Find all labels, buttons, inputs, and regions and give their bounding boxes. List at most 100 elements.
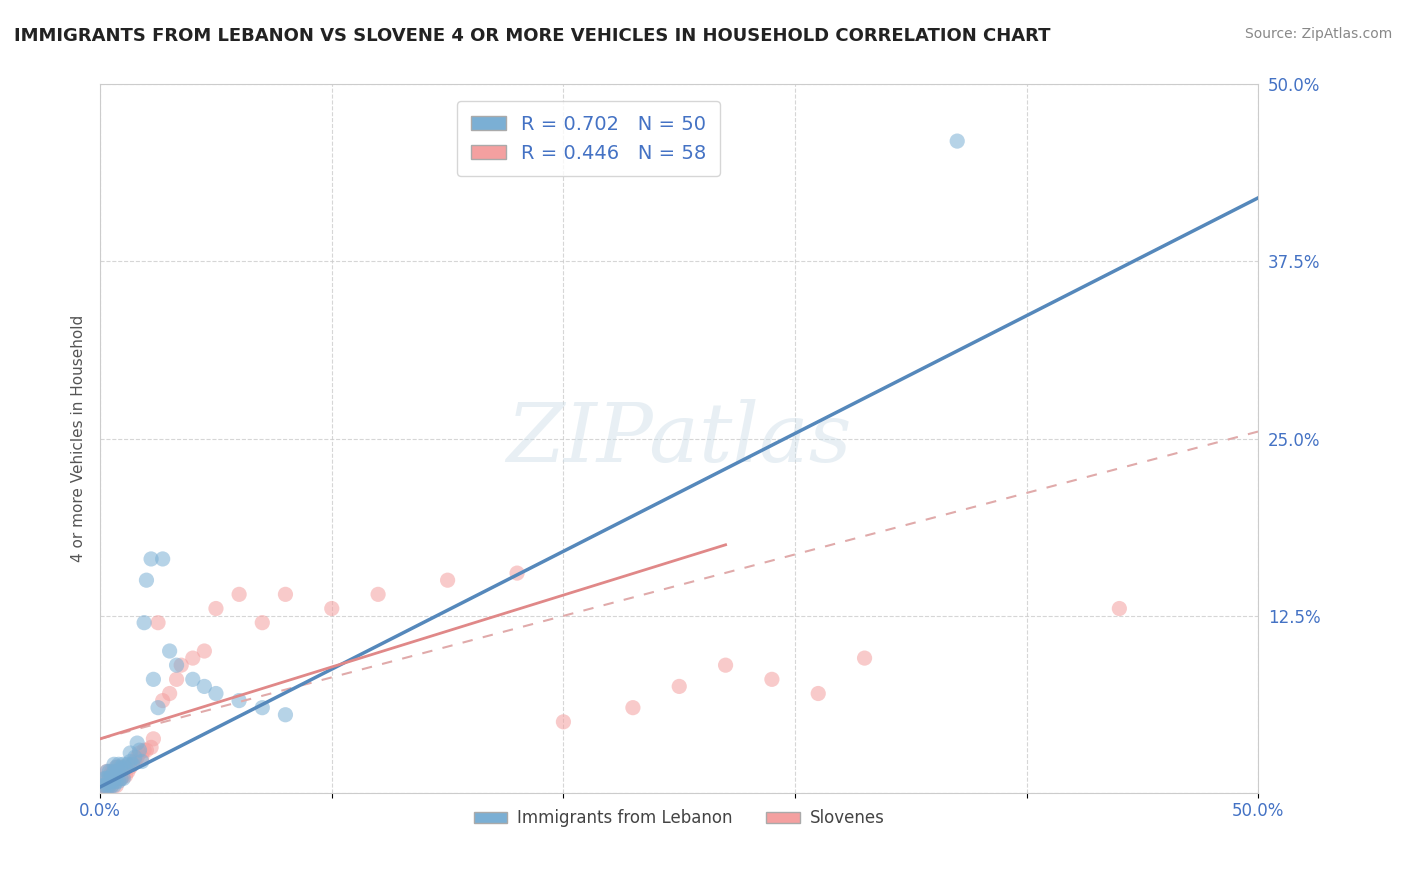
Point [98,779,121,793]
Point [107,764,129,779]
Point [139,552,162,566]
Point [96,764,118,779]
Point [166,673,188,687]
Point [107,757,129,772]
Point [117,764,139,779]
Point [506,566,529,580]
Point [96,774,118,789]
Point [124,755,146,769]
Point [135,573,157,587]
Legend: Immigrants from Lebanon, Slovenes: Immigrants from Lebanon, Slovenes [467,803,891,834]
Point [181,673,204,687]
Point [105,779,128,793]
Point [121,757,143,772]
Point [252,700,274,714]
Point [98,764,121,779]
Point [193,680,215,694]
Point [98,779,121,793]
Point [105,769,128,783]
Point [228,693,250,707]
Point [100,779,122,793]
Point [107,760,129,774]
Point [112,769,135,783]
Point [94,779,117,793]
Point [553,714,575,729]
Point [96,781,118,796]
Point [946,134,969,148]
Point [128,743,150,757]
Point [159,686,181,700]
Point [853,651,876,665]
Point [124,750,146,764]
Point [170,658,193,673]
Point [112,757,135,772]
Point [105,774,128,789]
Point [152,552,174,566]
Point [181,651,204,665]
Point [205,601,228,615]
Point [120,755,142,769]
Point [105,769,128,783]
Point [205,686,228,700]
Point [103,779,125,793]
Point [110,772,132,786]
Point [714,658,737,673]
Point [103,757,125,772]
Point [252,615,274,630]
Point [105,760,128,774]
Point [127,750,149,764]
Point [100,779,122,793]
Point [228,587,250,601]
Point [120,746,142,760]
Point [128,746,150,760]
Point [98,769,121,783]
Point [131,755,153,769]
Point [96,779,118,793]
Point [321,601,343,615]
Point [112,772,135,786]
Point [1108,601,1130,615]
Point [100,764,122,779]
Point [100,774,122,789]
Point [94,772,117,786]
Point [112,760,135,774]
Point [98,772,121,786]
Point [105,760,128,774]
Point [146,615,169,630]
Point [621,700,644,714]
Point [103,774,125,789]
Point [110,772,132,786]
Point [152,693,174,707]
Point [114,760,136,774]
Point [120,760,142,774]
Point [135,743,157,757]
Point [94,772,117,786]
Point [159,644,181,658]
Point [193,644,215,658]
Point [121,757,143,772]
Point [367,587,389,601]
Point [96,764,118,779]
Point [107,772,129,786]
Point [807,686,830,700]
Point [274,707,297,722]
Point [117,757,139,772]
Point [107,774,129,789]
Point [166,658,188,673]
Point [103,764,125,779]
Point [274,587,297,601]
Point [91,779,114,793]
Point [94,779,117,793]
Point [436,573,458,587]
Y-axis label: 4 or more Vehicles in Household: 4 or more Vehicles in Household [72,315,86,562]
Point [139,740,162,755]
Point [131,750,153,764]
Point [761,673,783,687]
Point [142,673,165,687]
Point [127,736,149,750]
Point [96,772,118,786]
Point [114,769,136,783]
Point [668,680,690,694]
Point [91,779,114,793]
Point [110,764,132,779]
